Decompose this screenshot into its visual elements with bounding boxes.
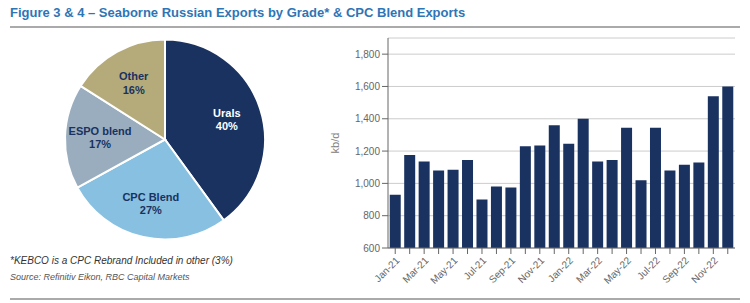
svg-text:Jul-21: Jul-21 [461,254,488,281]
svg-text:Nov-22: Nov-22 [689,254,720,285]
svg-text:1,200: 1,200 [355,146,380,157]
svg-text:Mar-21: Mar-21 [400,254,430,284]
svg-text:Mar-22: Mar-22 [574,254,604,284]
svg-text:1,000: 1,000 [355,178,380,189]
svg-text:800: 800 [363,210,380,221]
svg-text:ESPO blend17%: ESPO blend17% [69,125,132,150]
svg-text:Other16%: Other16% [119,70,149,95]
svg-text:1,600: 1,600 [355,81,380,92]
svg-text:Jan-21: Jan-21 [372,254,402,284]
svg-text:CPC Blend27%: CPC Blend27% [122,191,179,216]
html-text:Source: Refinitiv Eikon, RBC C: Source: Refinitiv Eikon, RBC Capital Mar… [10,272,190,282]
svg-text:May-22: May-22 [602,254,634,286]
svg-text:Urals40%: Urals40% [213,107,241,132]
html-text:*KEBCO is a CPC Rebrand Includ: *KEBCO is a CPC Rebrand Included in othe… [10,255,233,266]
svg-text:600: 600 [363,243,380,254]
html-text:Figure 3 & 4 – Seaborne Russia: Figure 3 & 4 – Seaborne Russian Exports … [10,5,466,20]
svg-text:1,400: 1,400 [355,113,380,124]
svg-text:Nov-21: Nov-21 [516,254,547,285]
svg-text:Sep-21: Sep-21 [487,254,518,285]
svg-text:1,800: 1,800 [355,49,380,60]
svg-text:Sep-22: Sep-22 [660,254,691,285]
svg-text:May-21: May-21 [428,254,460,286]
svg-text:Jan-22: Jan-22 [546,254,576,284]
svg-text:Jul-22: Jul-22 [635,254,662,281]
svg-text:kb/d: kb/d [330,133,341,154]
